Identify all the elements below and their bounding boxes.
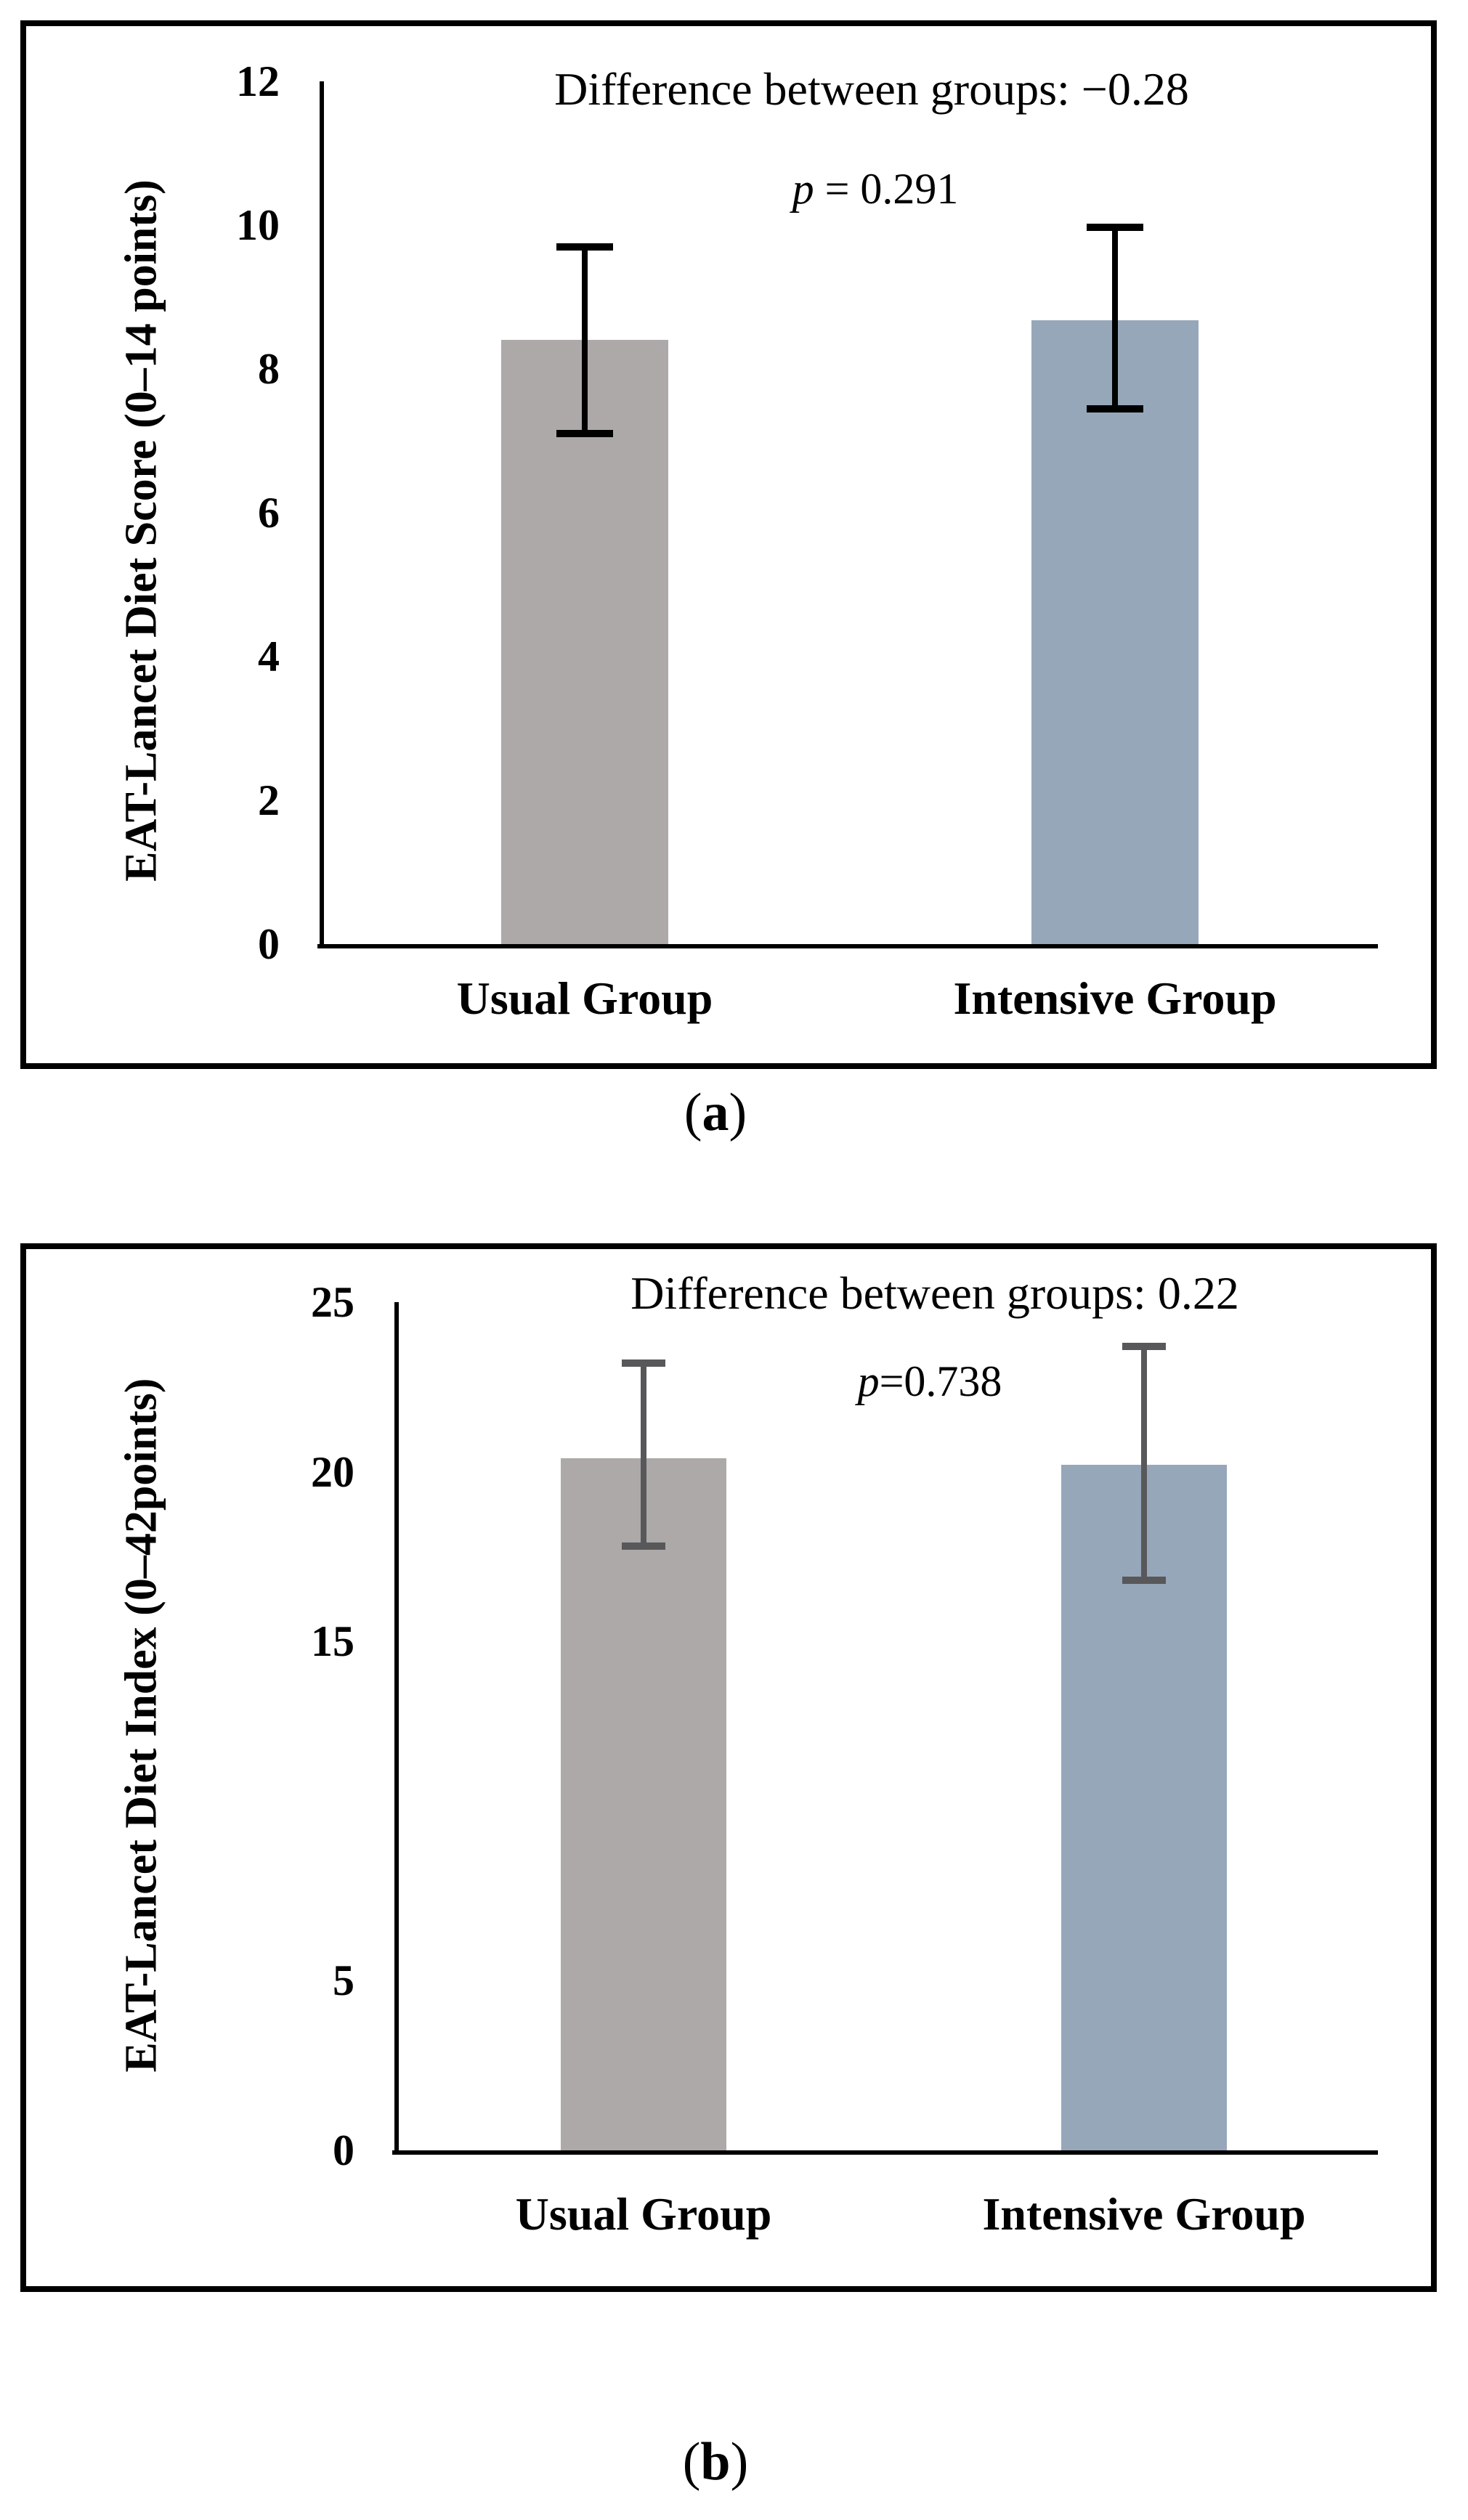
error-bar-line-usual-group <box>641 1363 646 1547</box>
error-bar-cap-bottom-usual-group <box>622 1543 665 1550</box>
chart-b-p-rest: =0.738 <box>879 1357 1002 1405</box>
chart-a-p-value: p = 0.291 <box>792 164 959 214</box>
chart-b-p-value: p=0.738 <box>858 1357 1002 1407</box>
y-tick-label: 20 <box>311 1447 354 1496</box>
bar-intensive-group <box>1031 320 1199 944</box>
chart-b-title: Difference between groups: 0.22 <box>630 1267 1239 1319</box>
chart-b-y-axis-label: EAT-Lancet Diet Index (0–42points) <box>116 1378 166 2073</box>
caption-b-open: ( <box>682 2432 701 2492</box>
y-tick-label: 2 <box>258 776 280 824</box>
chart-b-p-symbol: p <box>857 1357 880 1405</box>
caption-a: (a) <box>498 1082 933 1144</box>
chart-a-p-rest: = 0.291 <box>814 165 959 213</box>
y-tick-label: 5 <box>333 1956 354 2005</box>
error-bar-cap-bottom-intensive-group <box>1087 405 1143 413</box>
error-bar-cap-top-usual-group <box>622 1359 665 1367</box>
y-axis-line <box>394 1302 399 2155</box>
caption-b-letter: b <box>700 2432 731 2492</box>
y-tick-label: 25 <box>311 1278 354 1326</box>
error-bar-cap-top-usual-group <box>556 243 613 251</box>
y-tick-label: 0 <box>258 920 280 968</box>
caption-a-letter: a <box>702 1083 729 1142</box>
x-label-intensive-group: Intensive Group <box>982 2188 1306 2240</box>
bar-usual-group <box>561 1458 726 2150</box>
error-bar-line-intensive-group <box>1112 227 1118 410</box>
error-bar-line-intensive-group <box>1141 1346 1147 1581</box>
y-tick-label: 12 <box>236 57 280 105</box>
caption-b-close: ) <box>730 2432 749 2492</box>
error-bar-cap-bottom-intensive-group <box>1122 1577 1166 1585</box>
panel-a-border <box>20 20 1437 1069</box>
y-tick-label: 8 <box>258 345 280 393</box>
x-label-usual-group: Usual Group <box>456 972 713 1024</box>
chart-a-title: Difference between groups: −0.28 <box>554 63 1189 115</box>
chart-a-y-axis-label: EAT-Lancet Diet Score (0–14 points) <box>116 179 166 882</box>
error-bar-cap-top-intensive-group <box>1122 1342 1166 1350</box>
x-label-intensive-group: Intensive Group <box>953 972 1277 1024</box>
y-tick-label: 6 <box>258 489 280 537</box>
error-bar-cap-top-intensive-group <box>1087 223 1143 231</box>
caption-a-close: ) <box>729 1083 747 1142</box>
chart-a-p-symbol: p <box>792 165 814 213</box>
y-axis-line <box>320 81 324 948</box>
caption-b: (b) <box>498 2431 933 2493</box>
caption-a-open: ( <box>684 1083 702 1142</box>
x-axis-line <box>317 944 1378 948</box>
x-axis-line <box>392 2150 1378 2155</box>
bar-usual-group <box>501 340 668 944</box>
y-tick-label: 4 <box>258 633 280 680</box>
error-bar-cap-bottom-usual-group <box>556 430 613 438</box>
y-tick-label: 10 <box>236 201 280 249</box>
y-tick-label: 15 <box>311 1617 354 1666</box>
error-bar-line-usual-group <box>582 246 588 434</box>
x-label-usual-group: Usual Group <box>515 2188 772 2240</box>
y-tick-label: 0 <box>333 2126 354 2174</box>
